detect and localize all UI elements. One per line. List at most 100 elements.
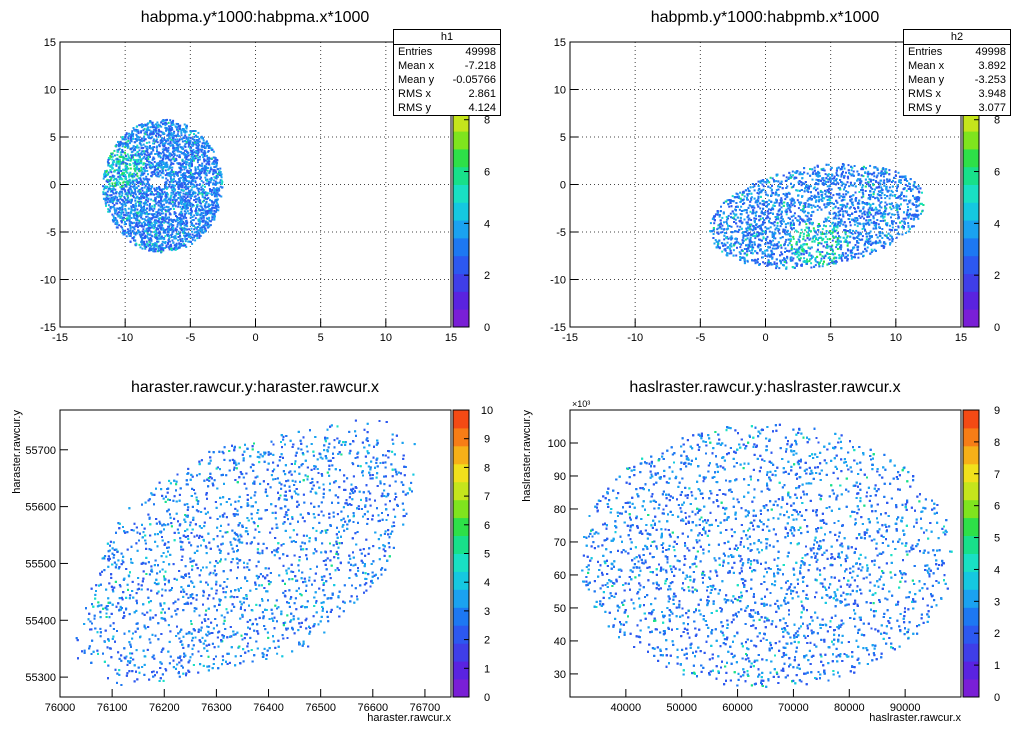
stat-value: 3.948 (978, 88, 1006, 100)
y-tick-label: -10 (550, 275, 566, 287)
palette-tick-label: 0 (484, 322, 490, 334)
x-tick-label: 76500 (305, 702, 336, 714)
palette-tick-label: 1 (484, 663, 490, 675)
palette-cell (453, 237, 469, 257)
stat-value: 4.124 (468, 102, 496, 114)
x-tick-label: 60000 (722, 702, 753, 714)
y-tick-label: -10 (40, 275, 56, 287)
y-tick-label: 5 (50, 132, 56, 144)
palette-cell (453, 291, 469, 310)
density-points (709, 163, 925, 270)
palette-tick-label: 6 (484, 520, 490, 532)
pad-top-left: habpma.y*1000:habpma.x*1000 -15 -10 -5 0 5 10… (0, 0, 510, 370)
palette-cell (963, 589, 979, 608)
x-tick-label: 76200 (149, 702, 180, 714)
palette-cell (963, 273, 979, 292)
stats-box: h2 Entries 49998 Mean x 3.892 Mean y -3.253… (903, 29, 1011, 116)
palette-tick-label: 8 (484, 115, 490, 127)
x-tick-label: -10 (117, 332, 133, 344)
x-tick-label: 10 (380, 332, 392, 344)
x-tick-label: 76100 (97, 702, 128, 714)
y-tick-label: 15 (44, 37, 56, 49)
y-tick-label: 55300 (25, 672, 56, 684)
plot-frame (59, 409, 452, 698)
palette-cell (963, 202, 979, 221)
pad-bottom-left: haraster.rawcur.y:haraster.rawcur.x 7600… (0, 370, 510, 740)
stat-label: RMS x (398, 88, 431, 100)
x-tick-label: -5 (185, 332, 195, 344)
palette-cell (453, 517, 469, 536)
y-tick-label: 30 (554, 669, 566, 681)
stat-label: Mean y (398, 74, 435, 86)
palette-cell (453, 445, 469, 465)
palette-tick-label: 6 (484, 167, 490, 179)
x-tick-label: 76000 (45, 702, 76, 714)
palette-cell (963, 643, 979, 662)
y-tick-label: 0 (560, 180, 566, 192)
stat-value: 3.892 (978, 60, 1006, 72)
palette-tick-label: 9 (484, 434, 490, 446)
palette-cell (963, 291, 979, 310)
y-tick-label: -15 (40, 322, 56, 334)
y-tick-label: 80 (554, 504, 566, 516)
stats-box: h1 Entries 49998 Mean x -7.218 Mean y -0.05… (393, 29, 501, 116)
palette-tick-label: 3 (484, 606, 490, 618)
palette-cell (963, 427, 979, 447)
palette-cell (453, 131, 469, 150)
palette-cell (963, 625, 979, 644)
stat-value: 2.861 (468, 88, 496, 100)
density-points (102, 118, 224, 254)
palette-cell (963, 535, 979, 554)
palette-cell (963, 131, 979, 150)
palette-tick-label: 6 (994, 167, 1000, 179)
palette-tick-label: 4 (994, 218, 1000, 230)
y-tick-label: -5 (46, 227, 56, 239)
palette-tick-label: 4 (484, 218, 490, 230)
y-tick-label: 100 (548, 438, 566, 450)
x-tick-label: 76600 (358, 702, 389, 714)
palette-cell (453, 643, 469, 662)
plot-title: haraster.rawcur.y:haraster.rawcur.x (130, 379, 380, 396)
palette-cell (453, 113, 469, 132)
palette-tick-label: 3 (994, 596, 1000, 608)
x-tick-label: -15 (562, 332, 578, 344)
palette-cell (963, 553, 979, 572)
palette-cell (453, 679, 469, 698)
heatmap-plot: 40000 50000 60000 70000 80000 900003040506070… (521, 399, 1000, 724)
palette-cell (453, 607, 469, 626)
stat-value: 3.077 (978, 102, 1006, 114)
y-tick-label: 90 (554, 471, 566, 483)
palette-tick-label: 5 (994, 533, 1000, 545)
y-tick-label: -5 (556, 227, 566, 239)
stat-label: RMS y (398, 102, 431, 114)
palette-cell (963, 220, 979, 239)
palette-cell (453, 571, 469, 590)
x-tick-label: 0 (252, 332, 258, 344)
y-tick-label: 55700 (25, 445, 56, 457)
palette-tick-label: 2 (484, 635, 490, 647)
palette-cell (453, 481, 469, 501)
palette-tick-label: 8 (994, 437, 1000, 449)
stat-label: Mean x (908, 60, 945, 72)
palette-cell (453, 148, 469, 168)
stat-label: Entries (398, 46, 433, 58)
y-axis-label: haslraster.rawcur.y (521, 410, 533, 502)
x-tick-label: 10 (890, 332, 902, 344)
palette-cell (453, 625, 469, 644)
palette-cell (453, 255, 469, 275)
y-tick-label: 55600 (25, 502, 56, 514)
palette-tick-label: 9 (994, 405, 1000, 417)
pad-bottom-right: haslraster.rawcur.y:haslraster.rawcur.x … (510, 370, 1020, 740)
palette-cell (963, 166, 979, 185)
palette-cell (453, 202, 469, 221)
stat-label: Mean x (398, 60, 435, 72)
palette-cell (963, 571, 979, 590)
palette-cell (453, 309, 469, 328)
palette-tick-label: 7 (994, 469, 1000, 481)
palette-cell (963, 661, 979, 680)
density-points (581, 423, 953, 688)
palette-tick-label: 2 (994, 628, 1000, 640)
x-tick-label: 5 (828, 332, 834, 344)
stat-value: -3.253 (974, 74, 1006, 86)
y-tick-label: 15 (554, 37, 566, 49)
